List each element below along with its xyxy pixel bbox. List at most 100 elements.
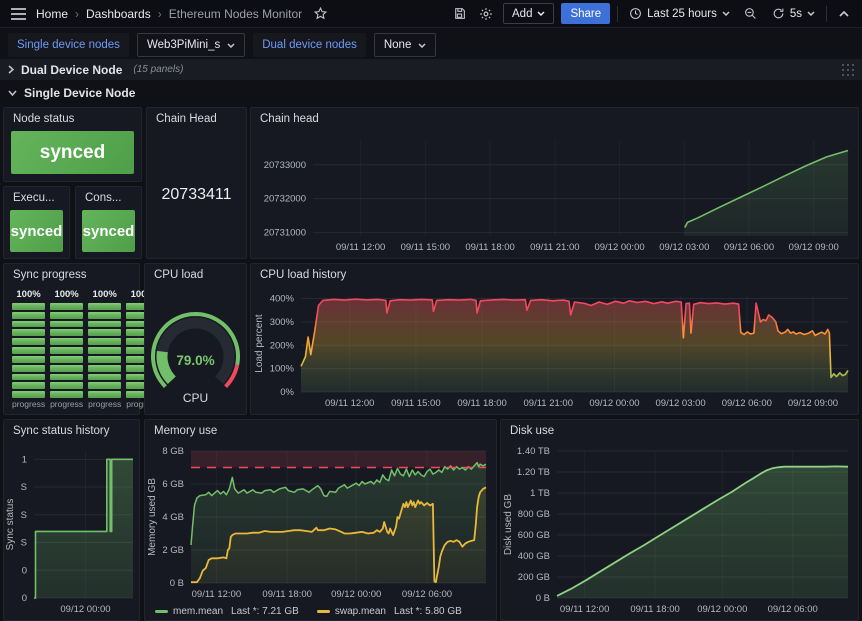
collapse-toolbar-icon[interactable] xyxy=(834,4,854,24)
disk-timeseries[interactable]: 0 B200 GB400 GB600 GB800 GB1 TB1.20 TB1.… xyxy=(501,443,858,620)
row-single-device-node[interactable]: Single Device Node xyxy=(8,86,135,100)
bargauge-cell xyxy=(50,347,83,354)
panel-node-status: Node status synced xyxy=(3,107,142,182)
bargauge-cell xyxy=(88,356,121,363)
svg-text:09/12 00:00: 09/12 00:00 xyxy=(594,242,644,253)
svg-text:1 TB: 1 TB xyxy=(530,488,550,499)
panel-title[interactable]: Execu... xyxy=(4,187,69,210)
breadcrumb-home[interactable]: Home xyxy=(36,7,68,21)
add-button[interactable]: Add xyxy=(503,3,554,24)
panel-title[interactable]: Sync progress xyxy=(4,264,139,287)
panel-title[interactable]: Disk use xyxy=(501,420,858,443)
svg-text:09/11 15:00: 09/11 15:00 xyxy=(401,242,450,253)
legend-item-mem[interactable]: mem.mean Last *: 7.21 GB xyxy=(155,606,299,617)
time-range-picker[interactable]: Last 25 hours xyxy=(625,3,734,24)
bargauge-column: 100%progress xyxy=(12,289,45,410)
bargauge-cell xyxy=(50,365,83,372)
svg-text:09/12 00:00: 09/12 00:00 xyxy=(331,589,381,600)
svg-text:09/11 18:00: 09/11 18:00 xyxy=(262,589,311,600)
svg-text:0: 0 xyxy=(22,565,27,576)
execution-status-value: synced xyxy=(10,210,63,252)
svg-text:0 B: 0 B xyxy=(536,593,550,604)
chain-head-timeseries[interactable]: 20731000207320002073300009/11 12:0009/11… xyxy=(251,131,858,258)
sync-status-timeseries[interactable]: 00SSS109/12 00:00Sync status xyxy=(4,443,139,620)
series-color-swatch xyxy=(155,610,168,613)
bargauge-cell xyxy=(50,382,83,389)
variable-select-single-device-node[interactable]: Web3PiMini_s xyxy=(137,33,245,57)
row-panel-count: (15 panels) xyxy=(133,64,183,75)
bargauge-value: 100% xyxy=(12,289,45,303)
svg-text:1.20 TB: 1.20 TB xyxy=(517,467,550,478)
dashboard-variables: Single device nodes Web3PiMini_s Dual de… xyxy=(8,33,436,57)
bargauge-cell xyxy=(12,391,45,398)
variable-select-dual-device-node[interactable]: None xyxy=(374,33,437,57)
sync-progress-bargauge: 100%progress100%progress100%progress100%… xyxy=(12,289,131,410)
drag-handle-icon[interactable] xyxy=(841,63,854,76)
bargauge-value: 100% xyxy=(88,289,121,303)
panel-disk-use: Disk use 0 B200 GB400 GB600 GB800 GB1 TB… xyxy=(500,419,859,621)
bargauge-cell xyxy=(12,303,45,310)
breadcrumb-dashboards[interactable]: Dashboards xyxy=(86,7,151,21)
zoom-out-time-icon[interactable] xyxy=(741,4,761,24)
svg-text:100%: 100% xyxy=(270,364,295,375)
bargauge-cell xyxy=(88,365,121,372)
panel-execution-client: Execu... synced xyxy=(3,186,70,259)
svg-text:09/11 12:00: 09/11 12:00 xyxy=(560,604,609,615)
svg-text:200%: 200% xyxy=(270,340,295,351)
row-title: Dual Device Node xyxy=(21,63,122,77)
top-navigation-bar: Home › Dashboards › Ethereum Nodes Monit… xyxy=(0,0,862,28)
bargauge-cell xyxy=(88,374,121,381)
panel-title[interactable]: Chain head xyxy=(251,108,858,131)
share-button[interactable]: Share xyxy=(561,3,610,24)
star-icon[interactable] xyxy=(310,4,330,24)
clock-icon xyxy=(629,7,642,20)
consensus-status-value: synced xyxy=(82,210,135,252)
row-dual-device-node[interactable]: Dual Device Node (15 panels) xyxy=(0,59,862,80)
memory-timeseries[interactable]: 0 B2 GB4 GB6 GB8 GB09/11 12:0009/11 18:0… xyxy=(145,443,496,603)
panel-title[interactable]: CPU load xyxy=(145,264,246,287)
bargauge-cell xyxy=(88,391,121,398)
panel-cpu-load-history: CPU load history 0%100%200%300%400%09/11… xyxy=(250,263,859,415)
bargauge-cell xyxy=(12,312,45,319)
bargauge-cell xyxy=(50,303,83,310)
panel-memory-use: Memory use 0 B2 GB4 GB6 GB8 GB09/11 12:0… xyxy=(144,419,497,621)
svg-text:09/11 21:00: 09/11 21:00 xyxy=(524,398,573,409)
save-dashboard-icon[interactable] xyxy=(449,4,469,24)
svg-text:09/12 00:00: 09/12 00:00 xyxy=(697,604,747,615)
svg-text:S: S xyxy=(21,510,27,521)
series-color-swatch xyxy=(317,610,330,613)
breadcrumb-separator: › xyxy=(75,7,79,21)
menu-icon[interactable] xyxy=(8,4,28,24)
svg-text:09/12 06:00: 09/12 06:00 xyxy=(768,604,818,615)
row-title: Single Device Node xyxy=(24,86,135,100)
svg-text:09/12 06:00: 09/12 06:00 xyxy=(722,398,772,409)
cpu-load-timeseries[interactable]: 0%100%200%300%400%09/11 12:0009/11 15:00… xyxy=(251,287,858,414)
panel-title[interactable]: Sync status history xyxy=(4,420,139,443)
chevron-down-icon xyxy=(722,11,730,16)
panel-title[interactable]: Node status xyxy=(4,108,141,131)
bargauge-cell xyxy=(88,382,121,389)
cpu-gauge-value: 79.0% xyxy=(145,353,246,368)
refresh-picker[interactable]: 5s xyxy=(768,3,819,24)
svg-text:4 GB: 4 GB xyxy=(162,512,184,523)
svg-text:09/11 21:00: 09/11 21:00 xyxy=(530,242,579,253)
svg-text:09/12 06:00: 09/12 06:00 xyxy=(402,589,452,600)
panel-title[interactable]: Cons... xyxy=(76,187,141,210)
svg-text:6 GB: 6 GB xyxy=(162,479,184,490)
panel-title[interactable]: Chain Head xyxy=(147,108,246,131)
breadcrumb-separator: › xyxy=(158,7,162,21)
svg-text:09/12 09:00: 09/12 09:00 xyxy=(789,242,839,253)
bargauge-cell xyxy=(50,312,83,319)
bargauge-cell xyxy=(50,356,83,363)
svg-text:300%: 300% xyxy=(270,317,295,328)
panel-title[interactable]: CPU load history xyxy=(251,264,858,287)
legend-item-swap[interactable]: swap.mean Last *: 5.80 GB xyxy=(317,606,462,617)
svg-text:1: 1 xyxy=(22,454,27,465)
chevron-down-icon xyxy=(227,43,235,48)
toolbar-divider xyxy=(826,6,827,22)
panel-consensus-client: Cons... synced xyxy=(75,186,142,259)
settings-gear-icon[interactable] xyxy=(476,4,496,24)
chain-head-value: 20733411 xyxy=(147,131,246,258)
panel-title[interactable]: Memory use xyxy=(145,420,496,443)
svg-text:S: S xyxy=(21,482,27,493)
